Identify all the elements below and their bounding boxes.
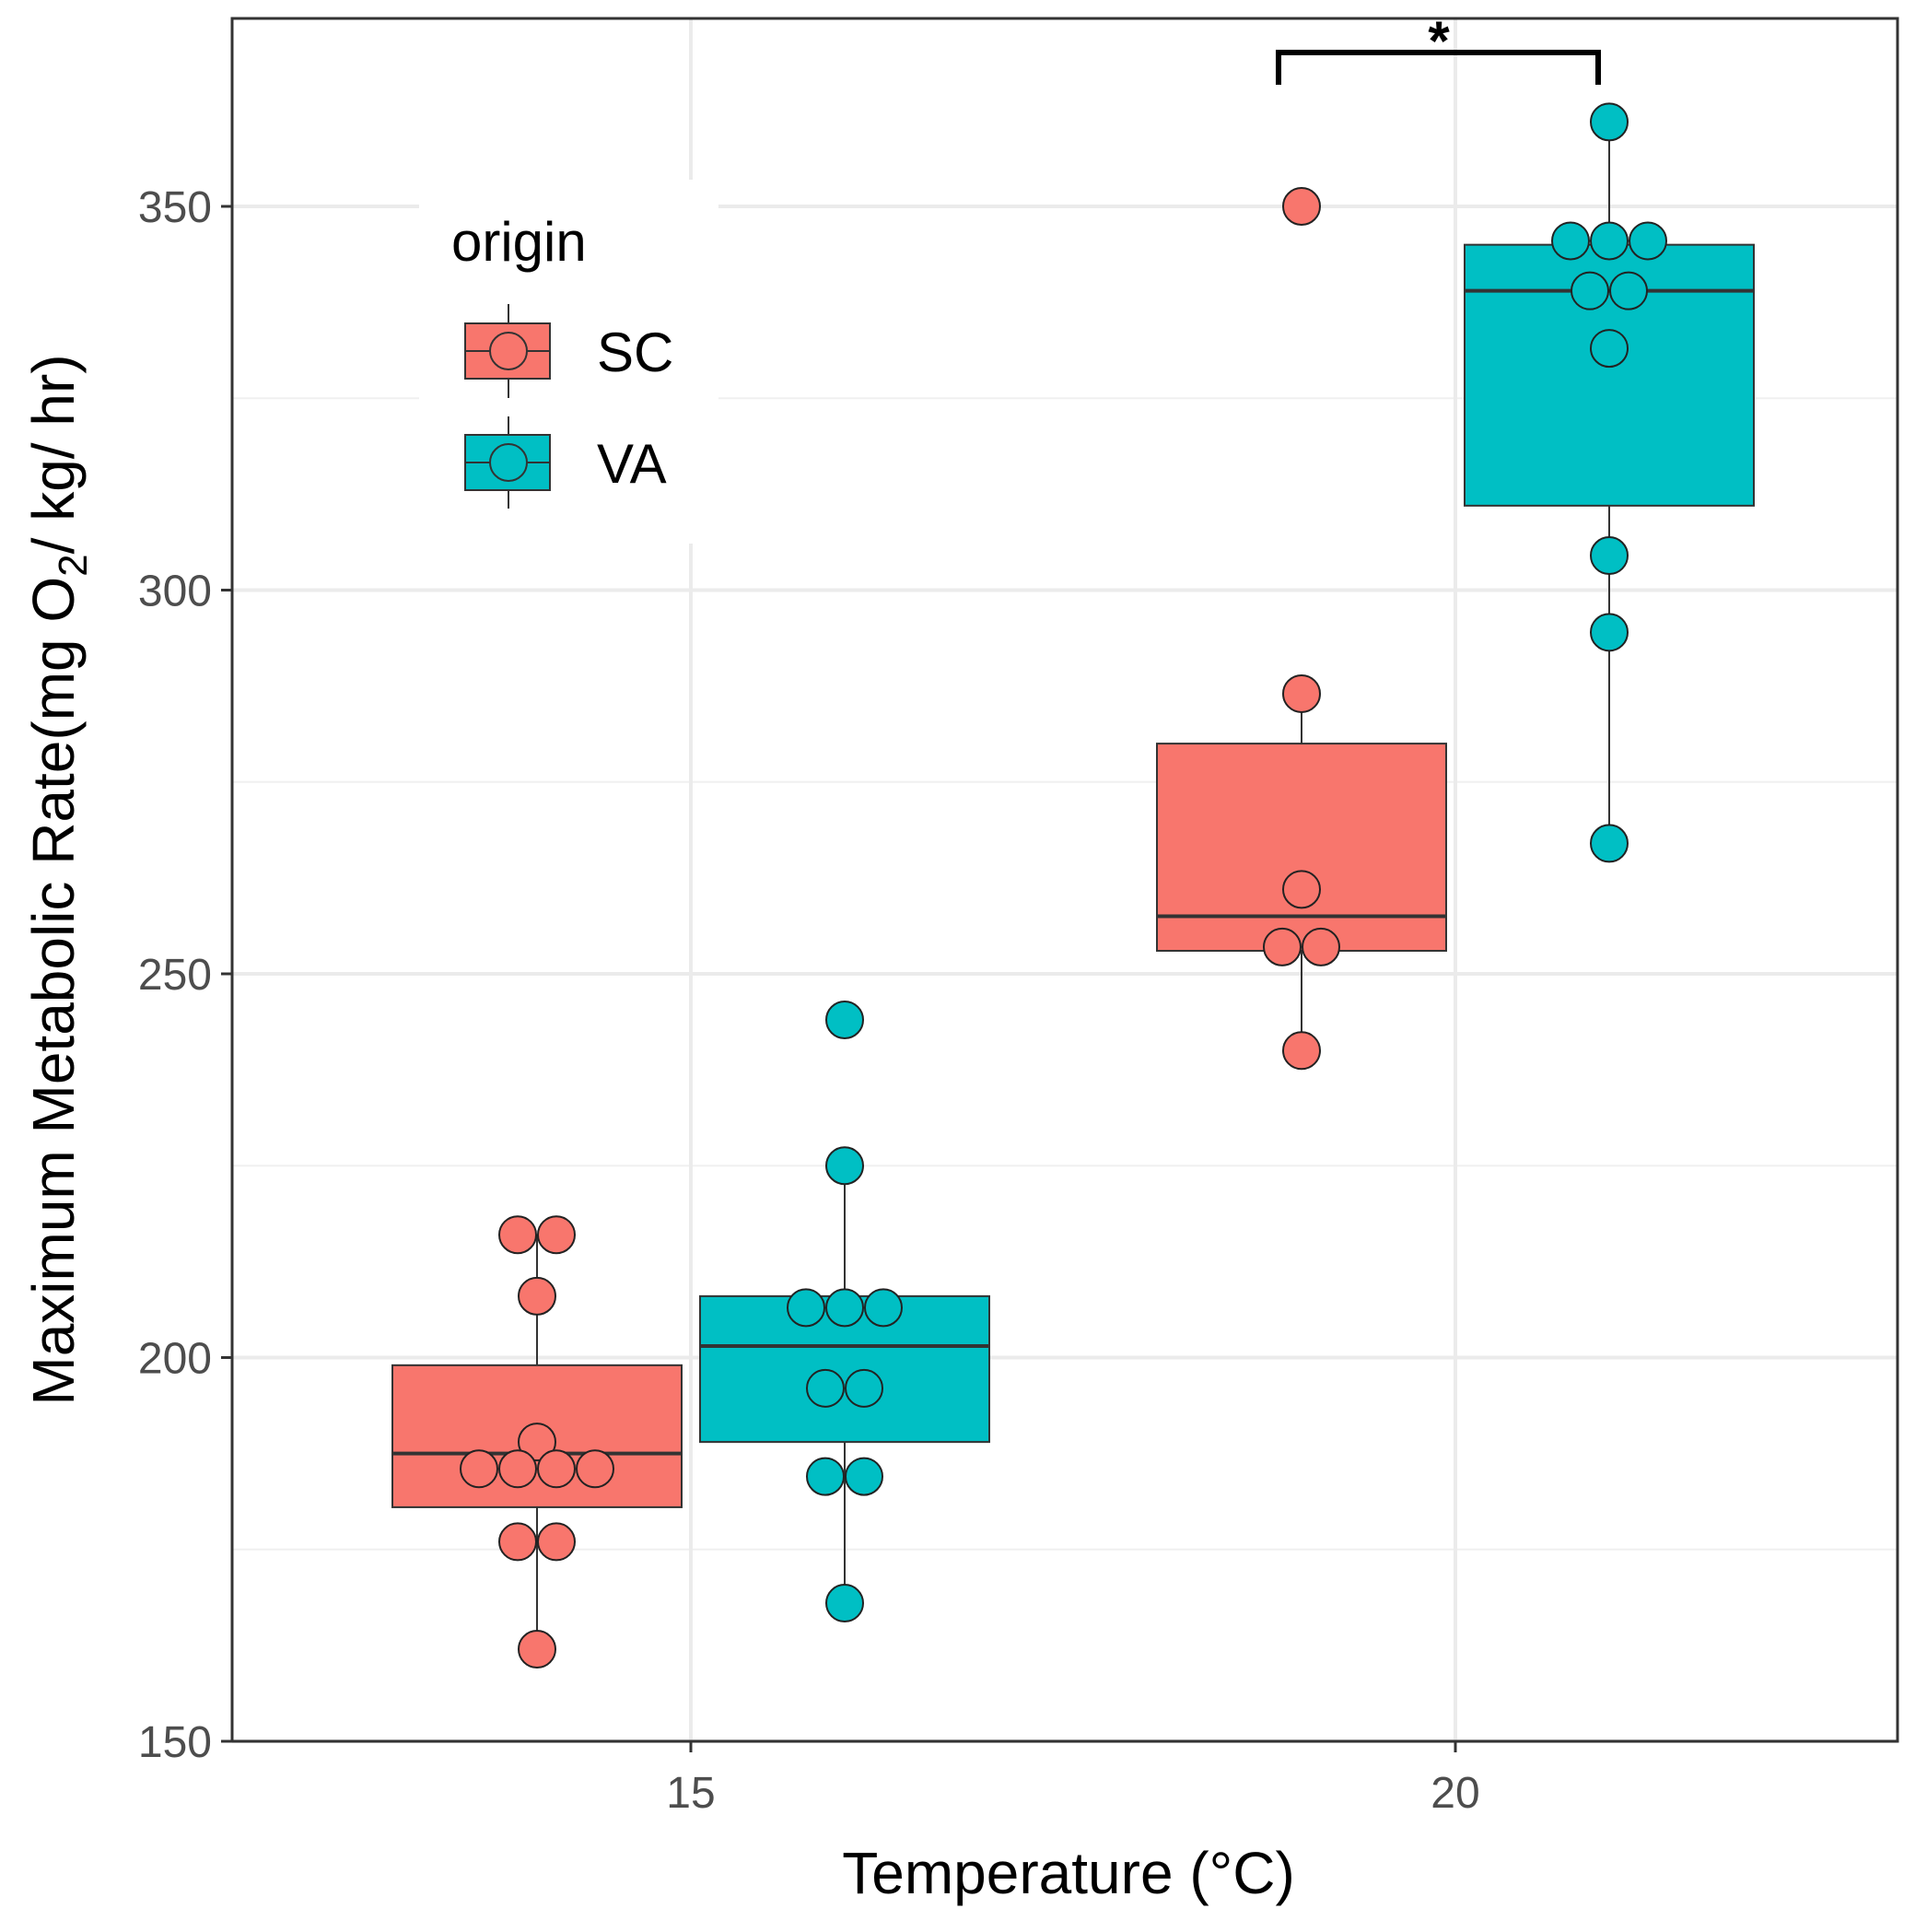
data-point bbox=[825, 1288, 864, 1328]
y-axis-title-subscript: 2 bbox=[51, 554, 96, 576]
data-point bbox=[498, 1215, 537, 1255]
data-point bbox=[1571, 271, 1609, 310]
data-point bbox=[1282, 187, 1321, 226]
box-sc-20 bbox=[1156, 693, 1447, 1051]
data-point bbox=[1590, 221, 1629, 261]
x-tick-label: 15 bbox=[666, 1769, 715, 1818]
data-point bbox=[864, 1288, 903, 1328]
data-point bbox=[518, 1423, 556, 1462]
data-point bbox=[1590, 613, 1629, 652]
data-point bbox=[825, 1146, 864, 1186]
y-tick-label: 300 bbox=[138, 568, 212, 616]
legend-entry-sc: SC bbox=[464, 304, 673, 398]
data-point bbox=[1590, 329, 1629, 369]
data-point bbox=[537, 1522, 576, 1562]
point-layer bbox=[460, 102, 1667, 1669]
data-point bbox=[1302, 927, 1340, 966]
data-point bbox=[1629, 221, 1667, 261]
data-point bbox=[1590, 536, 1629, 576]
x-tick-label: 20 bbox=[1431, 1769, 1479, 1818]
data-point bbox=[787, 1288, 825, 1328]
data-point bbox=[1282, 1031, 1321, 1071]
data-point bbox=[825, 1584, 864, 1623]
legend-entry-va: VA bbox=[464, 416, 667, 509]
data-point bbox=[806, 1457, 845, 1496]
data-point bbox=[1263, 927, 1302, 966]
data-point bbox=[845, 1368, 883, 1408]
data-point bbox=[518, 1276, 556, 1316]
box-va-15 bbox=[699, 1165, 990, 1604]
tick-layer: 150 200 250 300 350 15 20 bbox=[138, 183, 1480, 1818]
data-point bbox=[1282, 870, 1321, 909]
data-point bbox=[460, 1449, 498, 1489]
data-point bbox=[1590, 102, 1629, 142]
legend-dot-sc bbox=[489, 332, 528, 370]
data-point bbox=[845, 1457, 883, 1496]
data-point bbox=[1551, 221, 1590, 261]
panel-border bbox=[230, 17, 1899, 1743]
data-point bbox=[806, 1368, 845, 1408]
y-tick-label: 200 bbox=[138, 1335, 212, 1384]
data-point bbox=[1609, 271, 1648, 310]
x-axis-title: Temperature (°C) bbox=[842, 1840, 1295, 1906]
data-point bbox=[537, 1449, 576, 1489]
significance-star: * bbox=[1428, 10, 1450, 72]
y-axis-title-prefix: Maximum Metabolic Rate bbox=[20, 741, 87, 1406]
legend-title: origin bbox=[451, 211, 587, 273]
data-point bbox=[498, 1522, 537, 1562]
y-tick-label: 350 bbox=[138, 183, 212, 232]
legend: origin SC VA bbox=[419, 180, 718, 544]
data-point bbox=[537, 1215, 576, 1255]
legend-dot-va bbox=[489, 443, 528, 482]
legend-label-va: VA bbox=[597, 433, 667, 495]
data-point bbox=[498, 1449, 537, 1489]
box-iqr bbox=[1156, 743, 1447, 953]
data-point bbox=[518, 1630, 556, 1669]
significance-bracket: * bbox=[1276, 10, 1601, 85]
y-tick-label: 150 bbox=[138, 1718, 212, 1767]
box-iqr bbox=[1464, 243, 1755, 507]
data-point bbox=[1282, 673, 1321, 713]
box-layer bbox=[391, 122, 1755, 1650]
legend-label-sc: SC bbox=[597, 322, 673, 383]
significance-bracket-line bbox=[1276, 50, 1601, 85]
data-point bbox=[576, 1449, 614, 1489]
y-tick-label: 250 bbox=[138, 951, 212, 1000]
y-axis-title-mg: mg O bbox=[20, 577, 87, 720]
data-point bbox=[1590, 824, 1629, 863]
y-axis-title: Maximum Metabolic Rate(mg O2/ kg/ hr) bbox=[20, 354, 96, 1405]
y-axis-title-rest: / kg/ hr) bbox=[20, 354, 87, 554]
y-axis-title-open: ( bbox=[20, 720, 87, 740]
data-point bbox=[825, 1000, 864, 1039]
